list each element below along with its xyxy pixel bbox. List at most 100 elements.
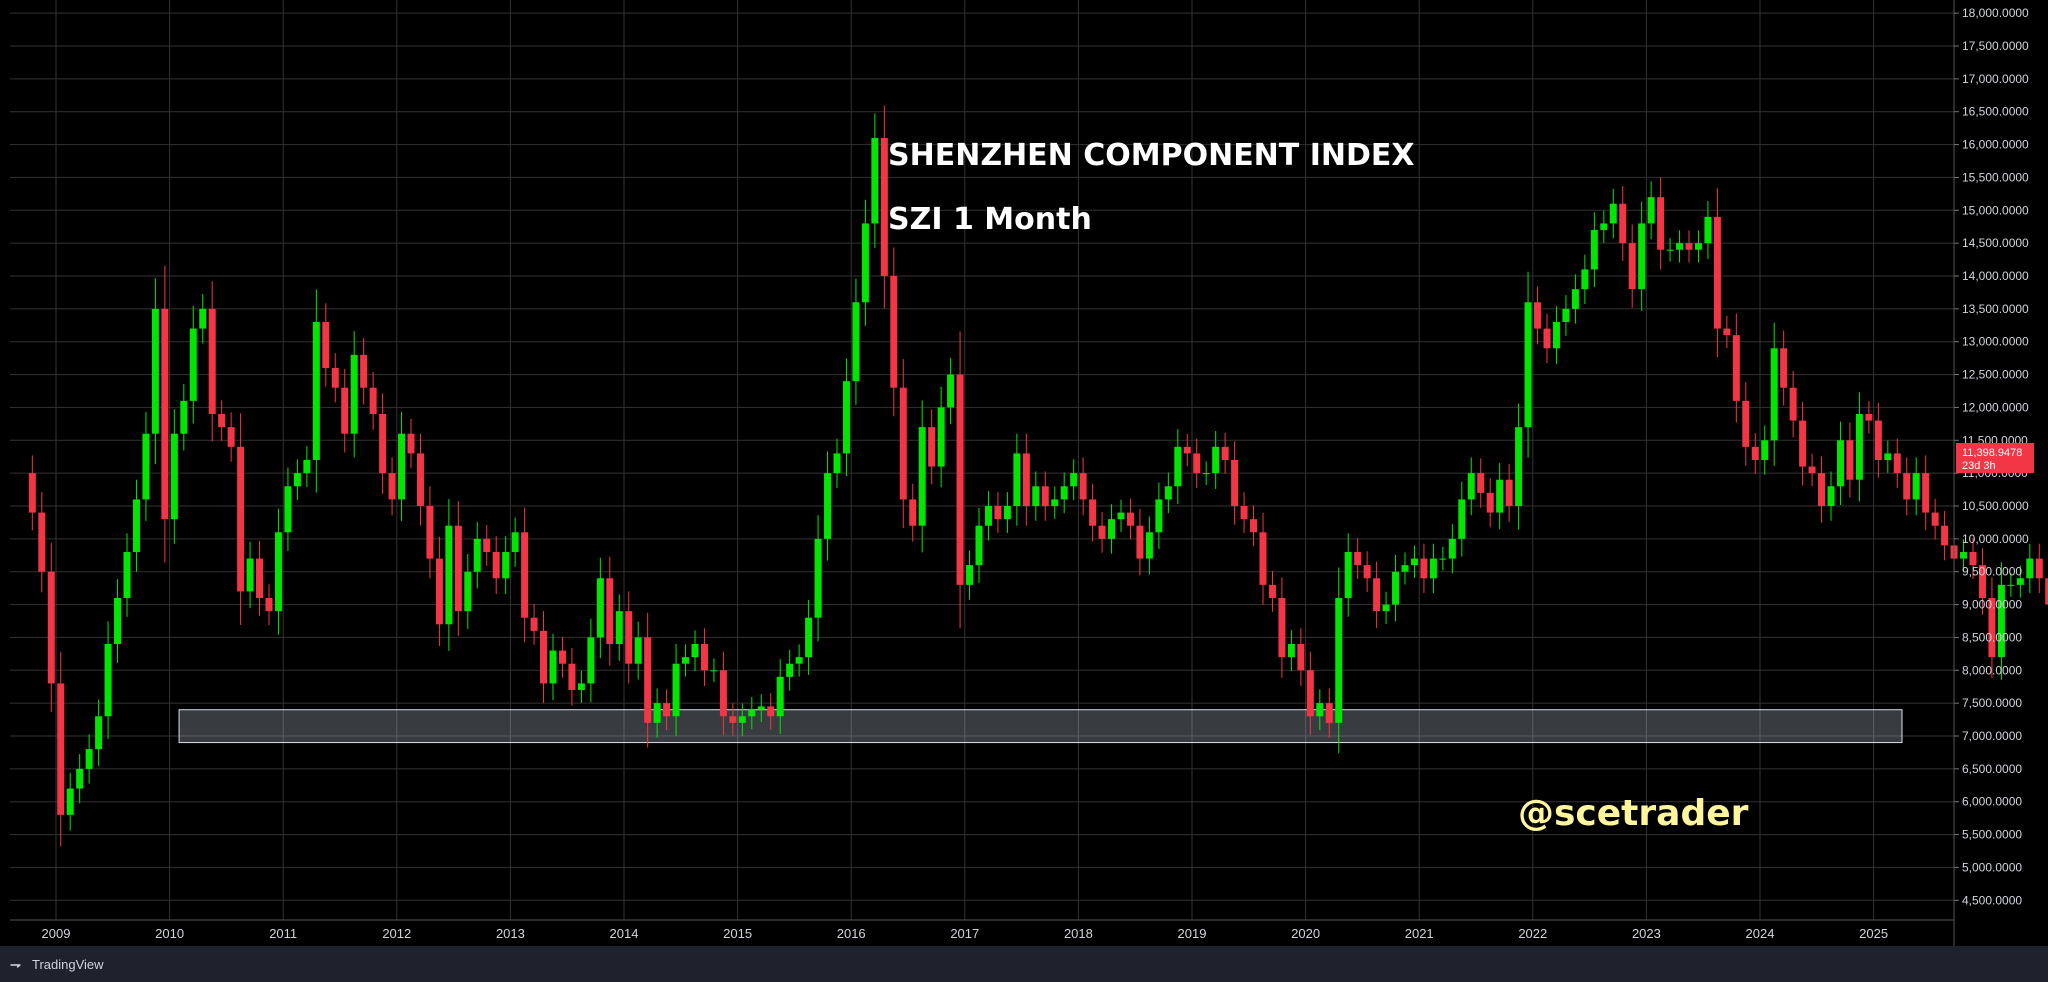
candle-body <box>540 630 548 684</box>
candle-body <box>303 460 311 474</box>
candle-body <box>1780 348 1788 388</box>
candle-body <box>1666 249 1674 251</box>
x-tick-label: 2020 <box>1291 926 1320 941</box>
candle-body <box>1647 197 1655 224</box>
y-tick-label: 13,000.0000 <box>1962 335 2029 349</box>
candle-body <box>189 328 197 401</box>
candle-body <box>1212 446 1220 474</box>
y-tick-label: 16,000.0000 <box>1962 138 2029 152</box>
y-tick-label: 6,000.0000 <box>1962 795 2022 809</box>
candle-body <box>691 644 699 658</box>
candle-body <box>1789 387 1797 421</box>
y-tick-label: 9,500.0000 <box>1962 565 2022 579</box>
candle-body <box>1865 414 1873 421</box>
candle-body <box>1818 473 1826 506</box>
candle-body <box>1969 552 1977 566</box>
x-tick-label: 2015 <box>723 926 752 941</box>
candle-body <box>1893 453 1901 474</box>
candle-body <box>947 374 955 408</box>
x-tick-label: 2022 <box>1518 926 1547 941</box>
candle-body <box>1126 512 1134 526</box>
candle-body <box>871 138 879 224</box>
candle-body <box>1685 243 1693 250</box>
candle-body <box>511 532 519 552</box>
candle-body <box>1335 598 1343 723</box>
candle-body <box>1155 499 1163 533</box>
candle-body <box>1070 473 1078 487</box>
y-axis: 18,000.0000 17,500.0000 17,000.0000 16,500.… <box>1954 6 2029 907</box>
candle-body <box>95 716 103 750</box>
candle-body <box>644 637 652 723</box>
x-tick-label: 2016 <box>837 926 866 941</box>
candle-body <box>57 683 65 815</box>
candle-body <box>1884 453 1892 460</box>
candle-body <box>76 768 84 789</box>
candle-body <box>502 552 510 579</box>
candle-body <box>1306 670 1314 717</box>
candle-body <box>1732 335 1740 401</box>
candle-body <box>1808 466 1816 474</box>
y-tick-label: 13,500.0000 <box>1962 302 2029 316</box>
candle-body <box>1628 243 1636 290</box>
x-tick-label: 2010 <box>155 926 184 941</box>
candle-body <box>2026 558 2034 579</box>
candle-body <box>1051 499 1059 506</box>
candle-body <box>312 322 320 460</box>
candle-body <box>1846 440 1854 480</box>
x-tick-label: 2012 <box>382 926 411 941</box>
candle-body <box>284 486 292 533</box>
candle-body <box>1108 519 1116 539</box>
candle-body <box>786 663 794 677</box>
candle-body <box>123 552 131 598</box>
candle-body <box>880 138 888 276</box>
candle-body <box>47 571 55 684</box>
candle-body <box>426 506 434 559</box>
candle-body <box>1354 552 1362 566</box>
candle-body <box>1552 322 1560 349</box>
candle-body <box>710 670 718 672</box>
candle-body <box>1240 506 1248 520</box>
candle-body <box>1581 269 1589 290</box>
candle-body <box>246 558 254 592</box>
y-tick-label: 12,500.0000 <box>1962 368 2029 382</box>
y-tick-label: 5,500.0000 <box>1962 828 2022 842</box>
candle-body <box>1571 289 1579 309</box>
candle-body <box>1259 532 1267 585</box>
y-tick-label: 6,500.0000 <box>1962 762 2022 776</box>
candle-body <box>918 427 926 526</box>
chart-title: SHENZHEN COMPONENT INDEX <box>888 138 1415 173</box>
candle-body <box>1041 486 1049 506</box>
support-zone <box>178 709 1903 744</box>
candle-body <box>814 538 822 618</box>
candle-body <box>956 374 964 585</box>
tradingview-logo-icon[interactable]: ⇁ <box>10 957 21 972</box>
candle-body <box>1268 584 1276 598</box>
candle-body <box>1836 440 1844 487</box>
y-tick-label: 5,000.0000 <box>1962 860 2022 874</box>
y-tick-label: 15,000.0000 <box>1962 203 2029 217</box>
candle-body <box>805 617 813 658</box>
candle-body <box>1761 440 1769 460</box>
candle-body <box>1429 558 1437 579</box>
candle-body <box>85 749 93 769</box>
candle-body <box>1401 565 1409 572</box>
candle-body <box>1136 525 1144 559</box>
candle-body <box>909 499 917 526</box>
candle-body <box>1373 578 1381 612</box>
y-tick-label: 17,000.0000 <box>1962 72 2029 86</box>
candle-body <box>1941 525 1949 546</box>
tradingview-brand[interactable]: TradingView <box>32 957 104 972</box>
candle-body <box>218 414 226 428</box>
candle-body <box>1704 216 1712 244</box>
candle-body <box>1363 565 1371 579</box>
candle-body <box>1174 446 1182 487</box>
candle-body <box>1619 203 1627 244</box>
x-tick-label: 2009 <box>42 926 71 941</box>
candle-body <box>1221 446 1229 460</box>
candles <box>28 105 2048 847</box>
candle-body <box>824 473 832 539</box>
candle-body <box>66 788 74 815</box>
candle-body <box>2045 578 2048 605</box>
y-tick-label: 8,500.0000 <box>1962 630 2022 644</box>
candle-body <box>1458 499 1466 539</box>
